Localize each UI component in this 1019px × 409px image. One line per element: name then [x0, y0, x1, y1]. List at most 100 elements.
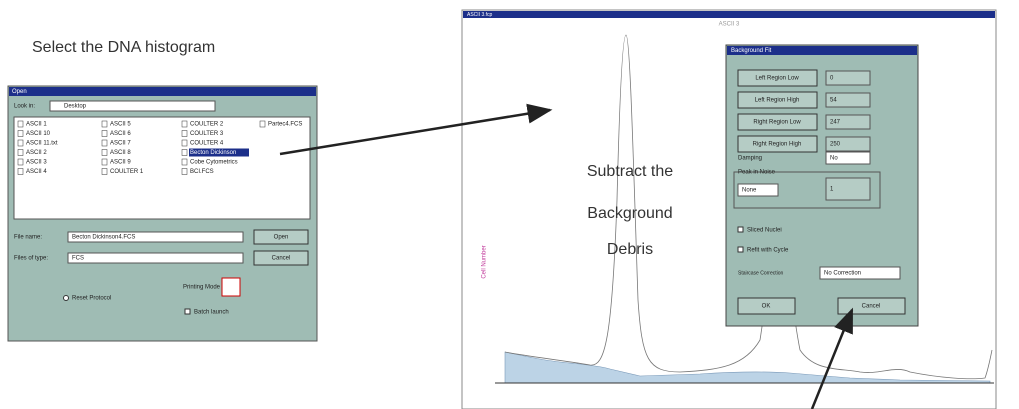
label: Damping: [738, 156, 762, 162]
file-name[interactable]: BCI.FCS: [190, 169, 214, 175]
title-bar: [463, 11, 995, 18]
file-name[interactable]: COULTER 2: [190, 122, 224, 128]
file-icon: [17, 149, 24, 156]
staircase-combo[interactable]: [819, 266, 901, 280]
value: 0: [830, 76, 834, 82]
label: Reset Protocol: [72, 296, 111, 302]
caption: Subtract the: [587, 163, 673, 180]
file-name[interactable]: ASCII 2: [26, 150, 47, 156]
button-label: Right Region Low: [753, 120, 801, 126]
value-input[interactable]: [825, 136, 871, 152]
checkbox[interactable]: [737, 226, 744, 233]
cancel-button[interactable]: [837, 297, 906, 315]
file-name[interactable]: COULTER 1: [110, 169, 144, 175]
region-button[interactable]: [737, 113, 818, 131]
value-input[interactable]: [825, 70, 871, 86]
file-icon: [17, 130, 24, 137]
file-icon: [101, 130, 108, 137]
button-label: Cancel: [862, 304, 881, 310]
file-name[interactable]: COULTER 4: [190, 141, 224, 147]
file-name[interactable]: Partec4.FCS: [268, 122, 302, 128]
y-label: Cell Number: [482, 245, 488, 278]
caption: Background: [587, 205, 672, 222]
file-icon: [181, 149, 188, 156]
file-icon: [17, 158, 24, 166]
file-icon: [181, 139, 188, 147]
value-input[interactable]: [825, 114, 871, 130]
peak-mode: None: [742, 188, 757, 194]
dialog-title: Open: [12, 89, 27, 95]
file-icon: [181, 158, 188, 166]
file-name[interactable]: ASCII 6: [110, 131, 131, 137]
plot-title: ASCII 3: [719, 22, 740, 28]
file-icon: [101, 168, 108, 175]
file-icon: [259, 120, 266, 128]
file-name[interactable]: Cobe Cytometrics: [190, 160, 238, 166]
peak-input[interactable]: [825, 177, 871, 201]
group-title: Peak in Noise: [738, 170, 776, 176]
selection: [189, 148, 249, 157]
file-icon: [181, 168, 188, 175]
file-name[interactable]: ASCII 1: [26, 122, 47, 128]
file-name-input[interactable]: [67, 231, 244, 243]
button-label: Right Region High: [753, 142, 802, 148]
damping: No: [830, 156, 838, 162]
file-name[interactable]: ASCII 5: [110, 122, 131, 128]
label: Sliced Nuclei: [747, 228, 782, 234]
arrow: [810, 307, 854, 409]
value: 250: [830, 142, 841, 148]
printing-icon[interactable]: [221, 277, 241, 297]
checkbox[interactable]: [737, 246, 744, 253]
file-icon: [181, 120, 188, 128]
file-name[interactable]: COULTER 3: [190, 131, 224, 137]
file-icon: [17, 120, 24, 128]
peak-combo[interactable]: [737, 183, 779, 197]
open-button[interactable]: [253, 229, 309, 245]
button-label: Open: [274, 235, 289, 241]
peak-value: 1: [830, 187, 834, 193]
title-bar: [727, 46, 917, 55]
file-icon: [17, 139, 24, 147]
look-in-combo[interactable]: [49, 100, 216, 112]
button-label: Cancel: [272, 256, 291, 262]
caption: Debris: [607, 241, 653, 258]
file-list[interactable]: [13, 116, 311, 220]
label: Look in:: [14, 104, 35, 110]
file-name[interactable]: ASCII 9: [110, 160, 131, 166]
dialog-title: Background Fit: [731, 48, 772, 54]
label: Refit with Cycle: [747, 248, 789, 254]
title-bar: [9, 87, 316, 96]
cancel-button[interactable]: [253, 250, 309, 266]
damping-combo[interactable]: [825, 151, 871, 165]
file-name[interactable]: ASCII 3: [26, 160, 47, 166]
region-button[interactable]: [737, 135, 818, 153]
file-icon: [101, 149, 108, 156]
radio[interactable]: [63, 295, 69, 301]
debris-fill: [504, 351, 991, 384]
file-name[interactable]: ASCII 7: [110, 141, 131, 147]
type-combo[interactable]: [67, 252, 244, 264]
value: 54: [830, 98, 837, 104]
checkbox[interactable]: [184, 308, 191, 315]
label: Staircase Correction: [738, 270, 784, 276]
region-button[interactable]: [737, 91, 818, 109]
value: 247: [830, 120, 841, 126]
label: Files of type:: [14, 256, 48, 262]
file-name[interactable]: ASCII 10: [26, 131, 51, 137]
look-in: Desktop: [64, 104, 87, 110]
ok-button[interactable]: [737, 297, 796, 315]
value-input[interactable]: [825, 92, 871, 108]
file-name[interactable]: ASCII 11.txt: [26, 141, 58, 147]
file-name[interactable]: ASCII 4: [26, 169, 47, 175]
region-button[interactable]: [737, 69, 818, 87]
label: Batch launch: [194, 310, 229, 316]
file-name: Becton Dickinson4.FCS: [72, 235, 135, 241]
file-type: FCS: [72, 256, 84, 262]
button-label: Left Region Low: [755, 76, 799, 82]
file-name[interactable]: ASCII 8: [110, 150, 131, 156]
label: Printing Mode: [183, 285, 221, 291]
file-name[interactable]: Becton Dickinson: [190, 150, 236, 156]
caption: Select the DNA histogram: [32, 39, 215, 56]
